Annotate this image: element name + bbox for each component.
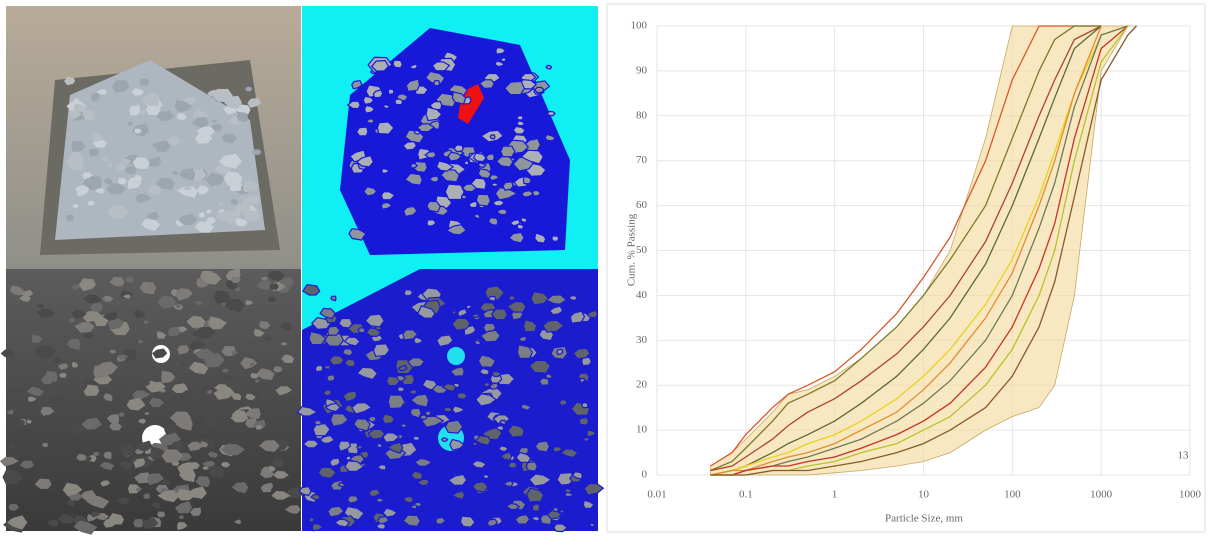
rock: [413, 436, 420, 440]
rock: [472, 314, 480, 318]
rock: [357, 445, 363, 449]
x-tick-label: 0.1: [739, 489, 753, 501]
rock: [397, 387, 404, 392]
rock: [539, 378, 549, 385]
rock: [583, 437, 589, 441]
rock: [457, 393, 468, 399]
rock: [559, 400, 567, 406]
rock: [434, 81, 440, 86]
rock: [584, 483, 603, 495]
rock: [532, 504, 539, 512]
rock: [395, 99, 403, 105]
rock: [501, 58, 506, 61]
rock: [388, 89, 394, 94]
rock: [411, 505, 417, 509]
x-tick-label: 10: [918, 489, 930, 501]
rock: [490, 135, 495, 139]
rock: [547, 111, 555, 115]
rock: [425, 411, 430, 415]
y-tick-label: 40: [636, 289, 648, 301]
rock: [358, 328, 365, 333]
rock: [465, 161, 469, 165]
figure: 0 10 20 30 40 50 60 70 80 90 100 0.01 0.1 1 10 100 1000 1…: [0, 0, 1208, 536]
photo-grid: [0, 6, 603, 535]
y-tick-label: 90: [636, 64, 648, 76]
rock: [377, 444, 382, 448]
rock: [491, 183, 498, 186]
rock: [483, 475, 489, 479]
rock: [414, 131, 420, 135]
x-tick-label: 1: [832, 489, 838, 501]
annotation: 13: [1178, 450, 1190, 462]
rock: [445, 420, 463, 433]
rock: [346, 456, 351, 460]
rock: [521, 218, 527, 222]
rock: [327, 375, 335, 381]
y-tick-label: 70: [636, 154, 648, 166]
rock: [454, 145, 463, 152]
rock: [580, 378, 584, 382]
rock: [404, 290, 413, 296]
rock: [324, 365, 331, 370]
rock: [452, 311, 457, 314]
rock: [552, 236, 559, 241]
rock: [410, 390, 417, 395]
rock: [484, 383, 490, 387]
scale-marker: [447, 347, 465, 365]
rock: [461, 195, 466, 199]
rock: [503, 182, 513, 190]
x-tick-label: 0.01: [647, 489, 666, 501]
rock: [517, 116, 524, 120]
x-tick-label: 1000: [1179, 489, 1202, 501]
y-axis-label: Cum. % Passing: [626, 213, 638, 286]
rock: [475, 340, 481, 345]
y-tick-label: 100: [631, 20, 648, 32]
rock: [331, 296, 336, 301]
y-tick-label: 60: [636, 199, 648, 211]
rock: [526, 462, 537, 471]
rock: [388, 395, 405, 409]
y-tick-label: 20: [636, 379, 648, 391]
rock: [472, 442, 478, 445]
rock: [443, 408, 452, 412]
x-tick-label: 1000: [1090, 489, 1113, 501]
rock: [393, 60, 402, 68]
page: {"chart_data": {"type": "line", "y_label…: [0, 0, 1208, 536]
rock: [501, 146, 515, 157]
y-tick-label: 10: [636, 424, 648, 436]
y-tick-label: 80: [636, 109, 648, 121]
rock: [442, 438, 448, 442]
rock: [420, 415, 427, 419]
rock: [546, 65, 552, 69]
rock: [579, 417, 589, 425]
rock: [476, 194, 490, 206]
rock: [590, 523, 595, 527]
y-tick-label: 50: [636, 244, 648, 256]
y-tick-label: 0: [642, 469, 648, 481]
rock: [492, 309, 508, 320]
rock: [486, 154, 494, 161]
x-tick-label: 100: [1004, 489, 1021, 501]
rock: [324, 390, 332, 396]
rock: [401, 424, 407, 428]
rock: [557, 349, 563, 354]
rock: [387, 376, 400, 386]
rock: [509, 296, 515, 301]
rock: [315, 365, 323, 371]
rock: [508, 462, 517, 468]
rock: [376, 524, 385, 530]
rock: [553, 508, 559, 512]
rock: [314, 421, 322, 425]
rock: [427, 201, 440, 212]
rock: [582, 403, 588, 408]
rock: [313, 424, 330, 436]
rock: [367, 119, 374, 123]
rock: [535, 87, 544, 92]
y-tick-label: 30: [636, 334, 648, 346]
x-axis-label: Particle Size, mm: [885, 513, 963, 525]
rock: [517, 121, 525, 126]
